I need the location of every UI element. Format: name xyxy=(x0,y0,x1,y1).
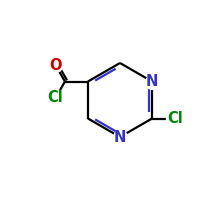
Text: Cl: Cl xyxy=(48,90,63,105)
Text: N: N xyxy=(114,130,126,144)
Text: N: N xyxy=(146,74,158,89)
Text: O: O xyxy=(49,58,62,73)
Text: Cl: Cl xyxy=(167,111,183,126)
